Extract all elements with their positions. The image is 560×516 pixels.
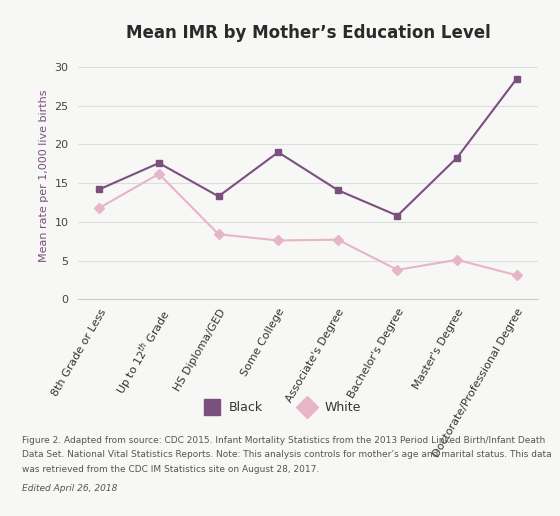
Title: Mean IMR by Mother’s Education Level: Mean IMR by Mother’s Education Level	[125, 24, 491, 42]
Text: was retrieved from the CDC IM Statistics site on August 28, 2017.: was retrieved from the CDC IM Statistics…	[22, 465, 320, 474]
Legend: Black, White: Black, White	[194, 396, 366, 419]
Text: Data Set. National Vital Statistics Reports. Note: This analysis controls for mo: Data Set. National Vital Statistics Repo…	[22, 450, 552, 459]
Text: Figure 2. Adapted from source: CDC 2015. Infant Mortality Statistics from the 20: Figure 2. Adapted from source: CDC 2015.…	[22, 436, 545, 445]
Y-axis label: Mean rate per 1,000 live births: Mean rate per 1,000 live births	[39, 89, 49, 262]
Text: Edited April 26, 2018: Edited April 26, 2018	[22, 483, 118, 493]
